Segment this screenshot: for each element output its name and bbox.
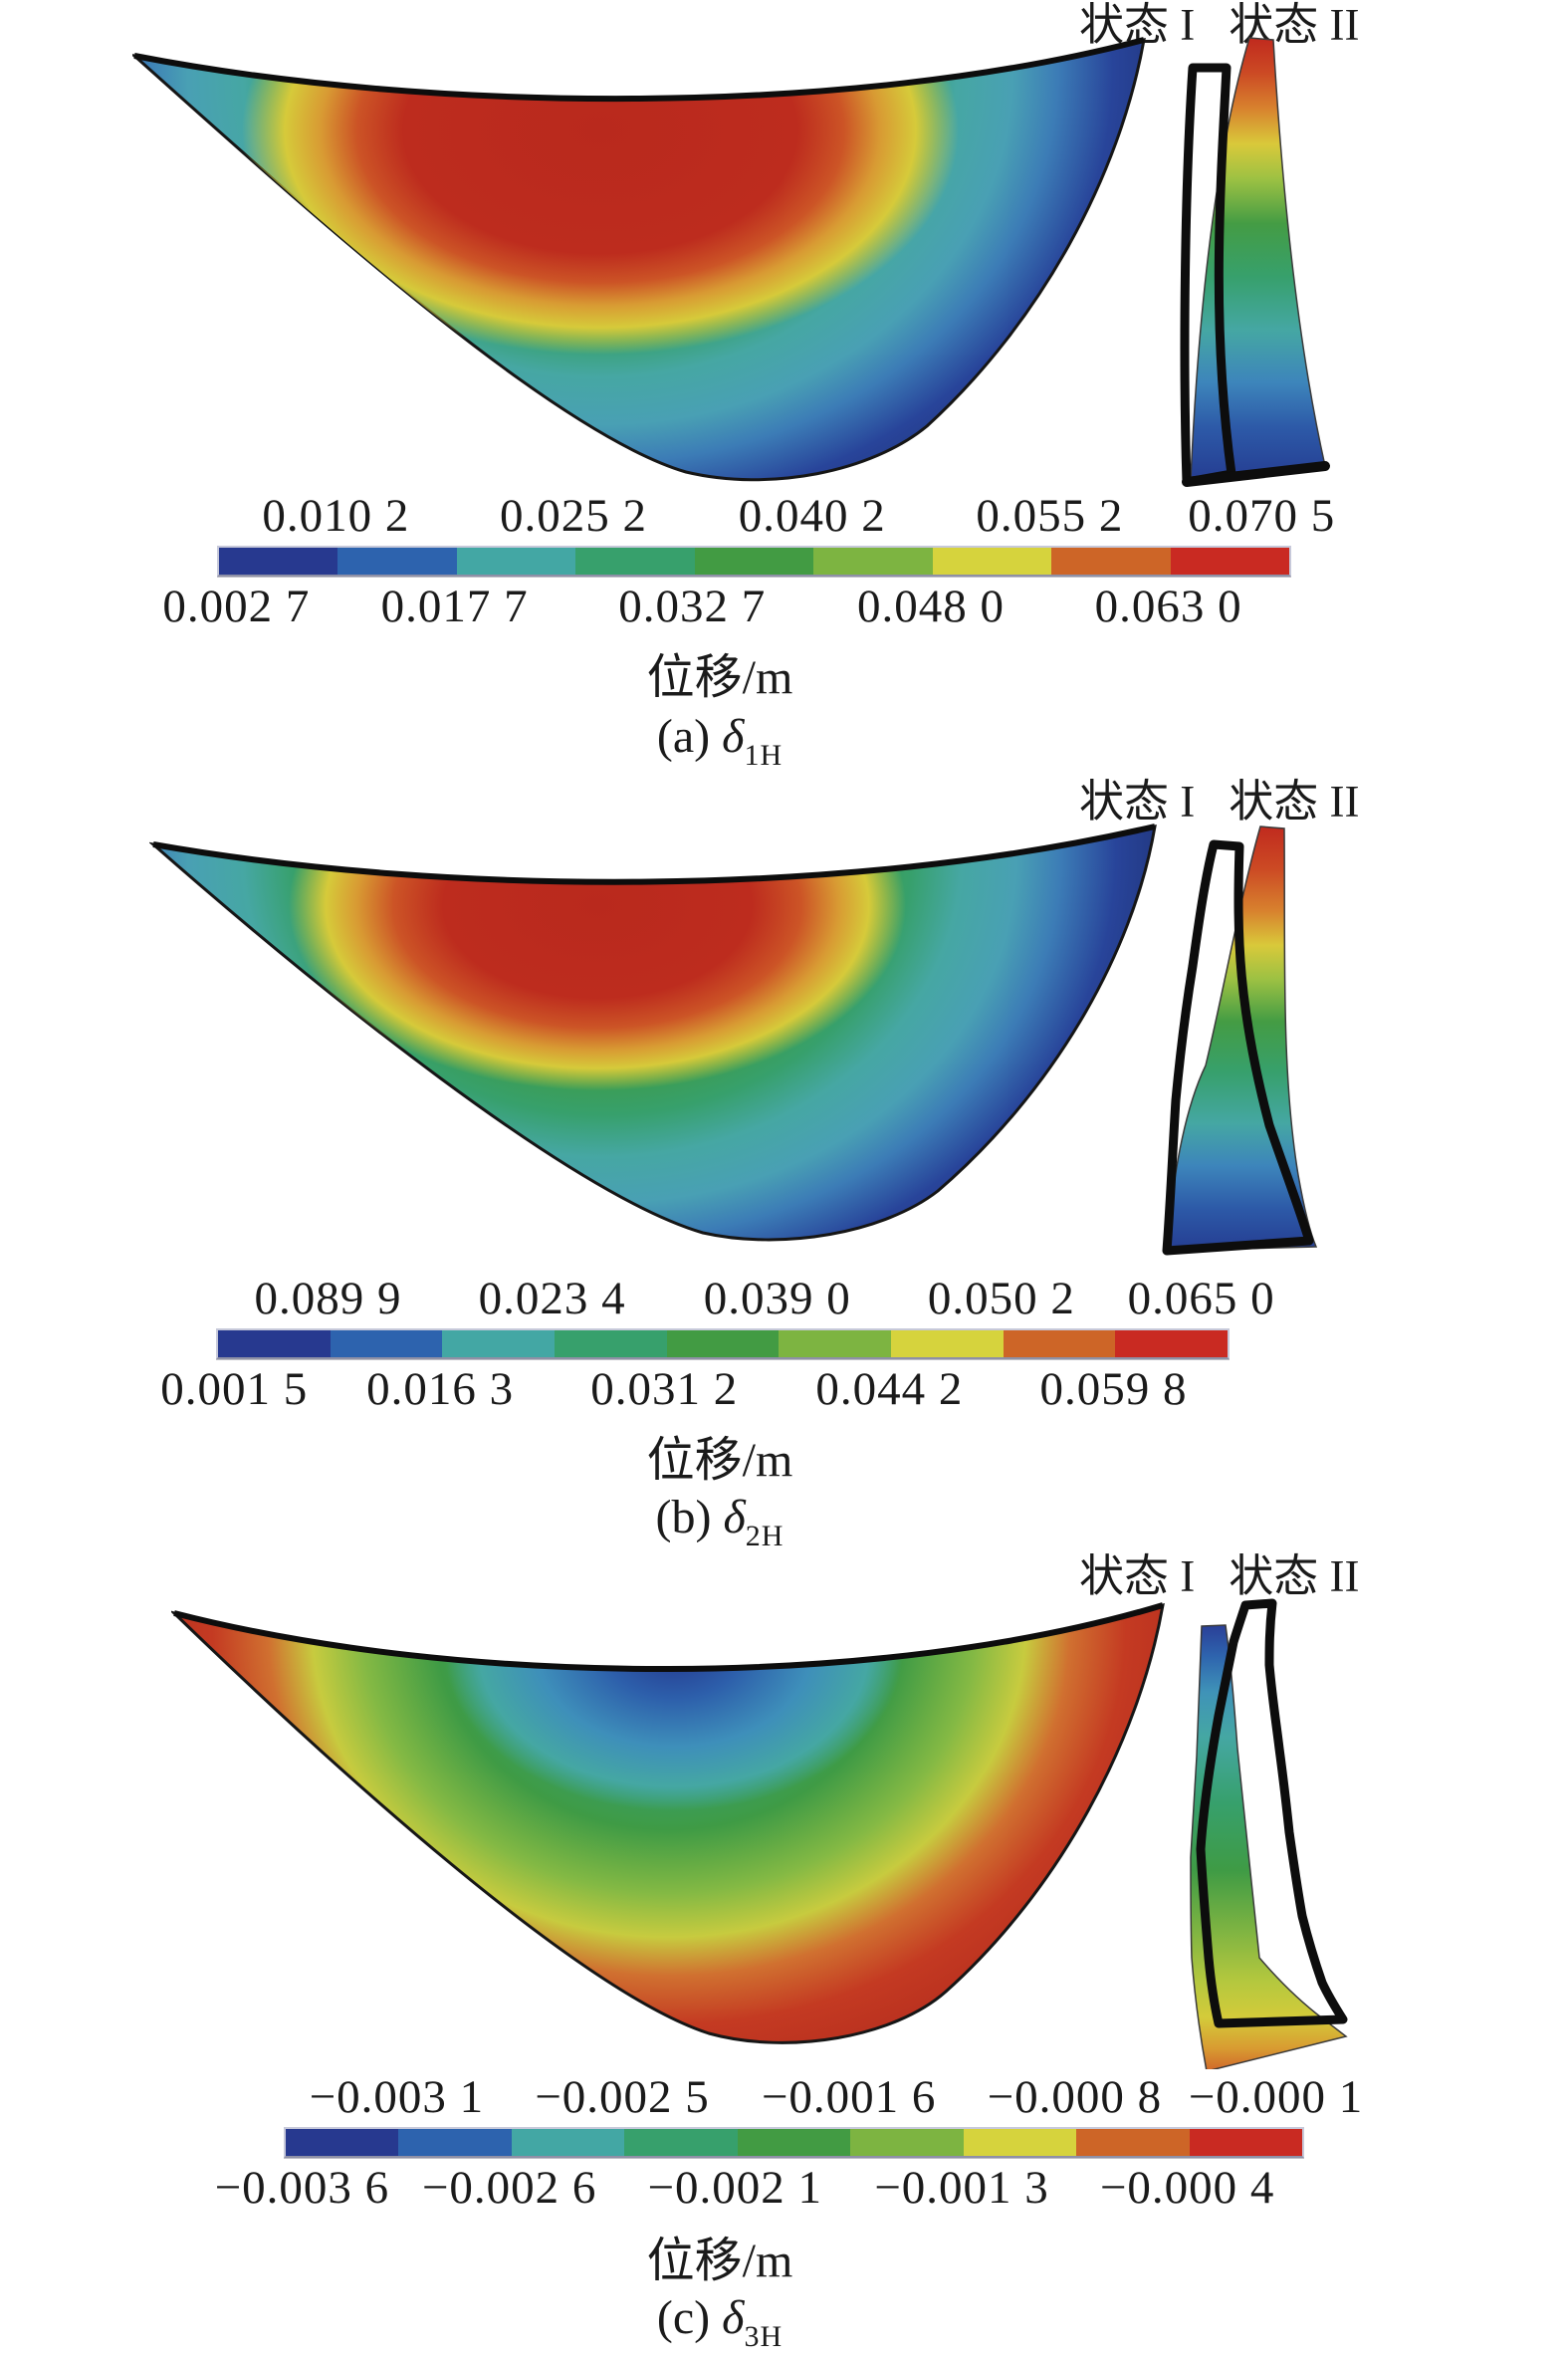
colorbar-segment <box>337 548 457 575</box>
colorbar-segment <box>891 1330 1004 1357</box>
dam-section-profile-a <box>1180 37 1330 487</box>
colorbar-ticks-bottom: 0.001 5 0.016 3 0.031 2 0.044 2 0.059 8 <box>160 1363 1188 1415</box>
state1-label: 状态 I <box>1079 777 1196 827</box>
colorbar-segment <box>779 1330 892 1357</box>
colorbar-b <box>216 1328 1230 1359</box>
colorbar-segment <box>932 548 1052 575</box>
dam-section-profile-b <box>1162 826 1318 1256</box>
colorbar-segment <box>398 2129 512 2156</box>
colorbar-segment <box>813 548 933 575</box>
profile-base-line <box>1182 461 1330 487</box>
legend-unit-label: 位移/m <box>646 2235 793 2287</box>
colorbar-segment <box>330 1330 443 1357</box>
legend-unit-label: 位移/m <box>646 1434 793 1487</box>
state1-outline <box>1162 839 1314 1256</box>
colorbar-segment <box>442 1330 556 1357</box>
colorbar-segment <box>575 548 695 575</box>
colorbar-segment <box>1003 1330 1116 1357</box>
colorbar-segment <box>694 548 814 575</box>
colorbar-ticks-top: −0.003 1 −0.002 5 −0.001 6 −0.000 8 −0.0… <box>309 2071 1364 2123</box>
dam-section-profile-c <box>1190 1598 1348 2069</box>
colorbar-segment <box>511 2129 625 2156</box>
colorbar-segment <box>666 1330 780 1357</box>
colorbar-segment <box>218 1330 331 1357</box>
colorbar-segment <box>1076 2129 1190 2156</box>
legend-unit-label: 位移/m <box>646 651 793 704</box>
colorbar-segment <box>1115 1330 1229 1357</box>
subfigure-caption-c: (c) δ3H <box>656 2291 784 2353</box>
colorbar-segment <box>1189 2129 1302 2156</box>
colorbar-segment <box>1051 548 1171 575</box>
colorbar-segment <box>555 1330 667 1357</box>
colorbar-a <box>217 546 1291 577</box>
state1-label: 状态 I <box>1079 1551 1196 1601</box>
colorbar-segment <box>850 2129 964 2156</box>
dam-face-contour-b <box>149 824 1157 1242</box>
colorbar-segment <box>1170 548 1289 575</box>
colorbar-segment <box>963 2129 1077 2156</box>
subfigure-caption-a: (a) δ1H <box>656 710 784 772</box>
colorbar-ticks-top: 0.010 2 0.025 2 0.040 2 0.055 2 0.070 5 <box>262 490 1336 542</box>
state2-label: 状态 II <box>1229 1551 1360 1601</box>
colorbar-ticks-bottom: −0.003 6 −0.002 6 −0.002 1 −0.001 3 −0.0… <box>214 2162 1275 2214</box>
subfigure-caption-b: (b) δ2H <box>655 1491 784 1552</box>
colorbar-segment <box>456 548 576 575</box>
colorbar-ticks-bottom: 0.002 7 0.017 7 0.032 7 0.048 0 0.063 0 <box>162 581 1242 632</box>
colorbar-segment <box>624 2129 738 2156</box>
dam-face-contour-a <box>132 37 1146 482</box>
colorbar-ticks-top: 0.089 9 0.023 4 0.039 0 0.050 2 0.065 0 <box>254 1273 1275 1324</box>
state-legend: 状态 I 状态 II <box>1079 2 1359 48</box>
state2-label: 状态 II <box>1229 777 1360 827</box>
colorbar-c <box>284 2127 1304 2158</box>
state2-deformed-shape <box>1190 1624 1348 2069</box>
dam-face-contour-c <box>171 1602 1165 2044</box>
state1-outline <box>1196 1598 1348 2028</box>
state-legend: 状态 I 状态 II <box>1079 779 1359 825</box>
colorbar-segment <box>737 2129 851 2156</box>
colorbar-segment <box>286 2129 399 2156</box>
colorbar-segment <box>219 548 338 575</box>
state-legend: 状态 I 状态 II <box>1079 1553 1359 1599</box>
